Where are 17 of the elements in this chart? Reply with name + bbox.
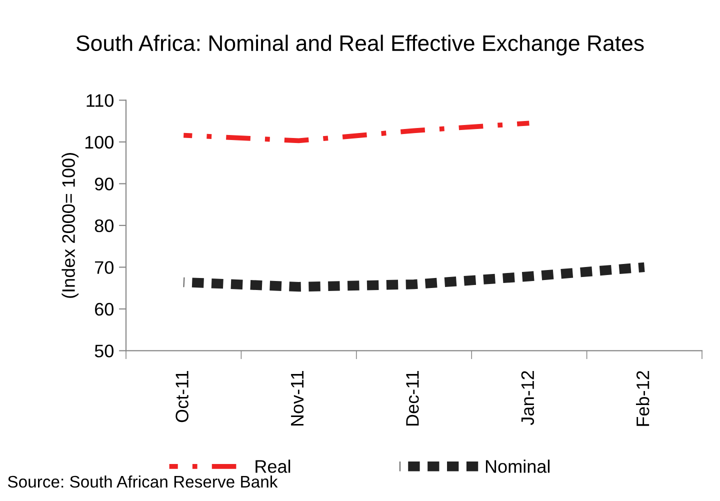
- x-tick-label: Oct-11: [176, 371, 188, 422]
- source-note: Source: South African Reserve Bank: [8, 475, 278, 488]
- y-tick-label: 90: [94, 178, 114, 190]
- y-tick-label: 60: [95, 302, 114, 316]
- chart-title: South Africa: Nominal and Real Effective Exchange Rates: [76, 34, 644, 56]
- y-tick-label: 80: [94, 219, 114, 232]
- y-tick-label: 100: [85, 136, 114, 149]
- y-tick-label: 50: [94, 344, 114, 358]
- x-tick-label: Dec-11: [406, 371, 419, 426]
- y-tick-label: 70: [95, 261, 114, 274]
- x-tick-label: Nov-11: [291, 371, 304, 426]
- legend-label: Nominal: [486, 460, 550, 473]
- x-tick-label: Feb-12: [636, 371, 650, 426]
- x-tick-label: Jan-12: [521, 371, 534, 426]
- y-axis-title: (Index 2000= 100): [62, 153, 79, 298]
- legend-label: Real: [256, 460, 290, 473]
- y-tick-label: 110: [86, 94, 114, 107]
